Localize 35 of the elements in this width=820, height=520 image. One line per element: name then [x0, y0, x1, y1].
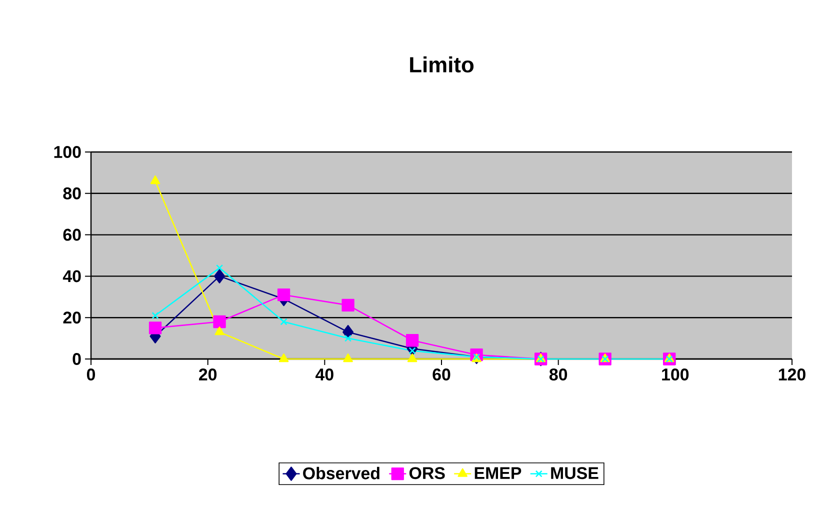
x-tick-label: 20: [199, 368, 217, 380]
x-tick-label: 0: [86, 368, 96, 380]
point: [407, 353, 418, 362]
point: [148, 322, 162, 334]
point: [406, 334, 419, 347]
point: [280, 318, 288, 326]
legend-label: Observed: [303, 466, 380, 480]
point: [214, 269, 226, 284]
x-tick-label: 100: [662, 368, 689, 380]
point: [343, 353, 353, 362]
point: [408, 347, 416, 354]
x-tick-label: 120: [778, 368, 806, 380]
legend-label: ORS: [409, 467, 445, 480]
legend-label: MUSE: [551, 467, 598, 480]
chart-title: Limito: [410, 56, 474, 73]
y-tick-label: 80: [63, 187, 81, 200]
point: [152, 312, 159, 320]
legend-label: EMEP: [474, 467, 522, 479]
y-tick-label: 0: [72, 353, 81, 366]
point: [342, 324, 354, 340]
y-tick-label: 100: [54, 146, 81, 158]
x-tick-label: 60: [432, 368, 450, 380]
y-tick-label: 60: [63, 228, 81, 241]
point: [344, 334, 352, 342]
point: [213, 315, 226, 328]
point: [216, 264, 224, 272]
point: [214, 326, 224, 336]
x-tick-label: 80: [549, 368, 568, 380]
point: [342, 298, 354, 312]
x-tick-label: 40: [316, 368, 334, 380]
y-tick-label: 20: [63, 312, 81, 324]
point: [150, 175, 160, 184]
y-tick-label: 40: [62, 270, 81, 282]
point: [278, 353, 289, 362]
point: [277, 288, 290, 302]
